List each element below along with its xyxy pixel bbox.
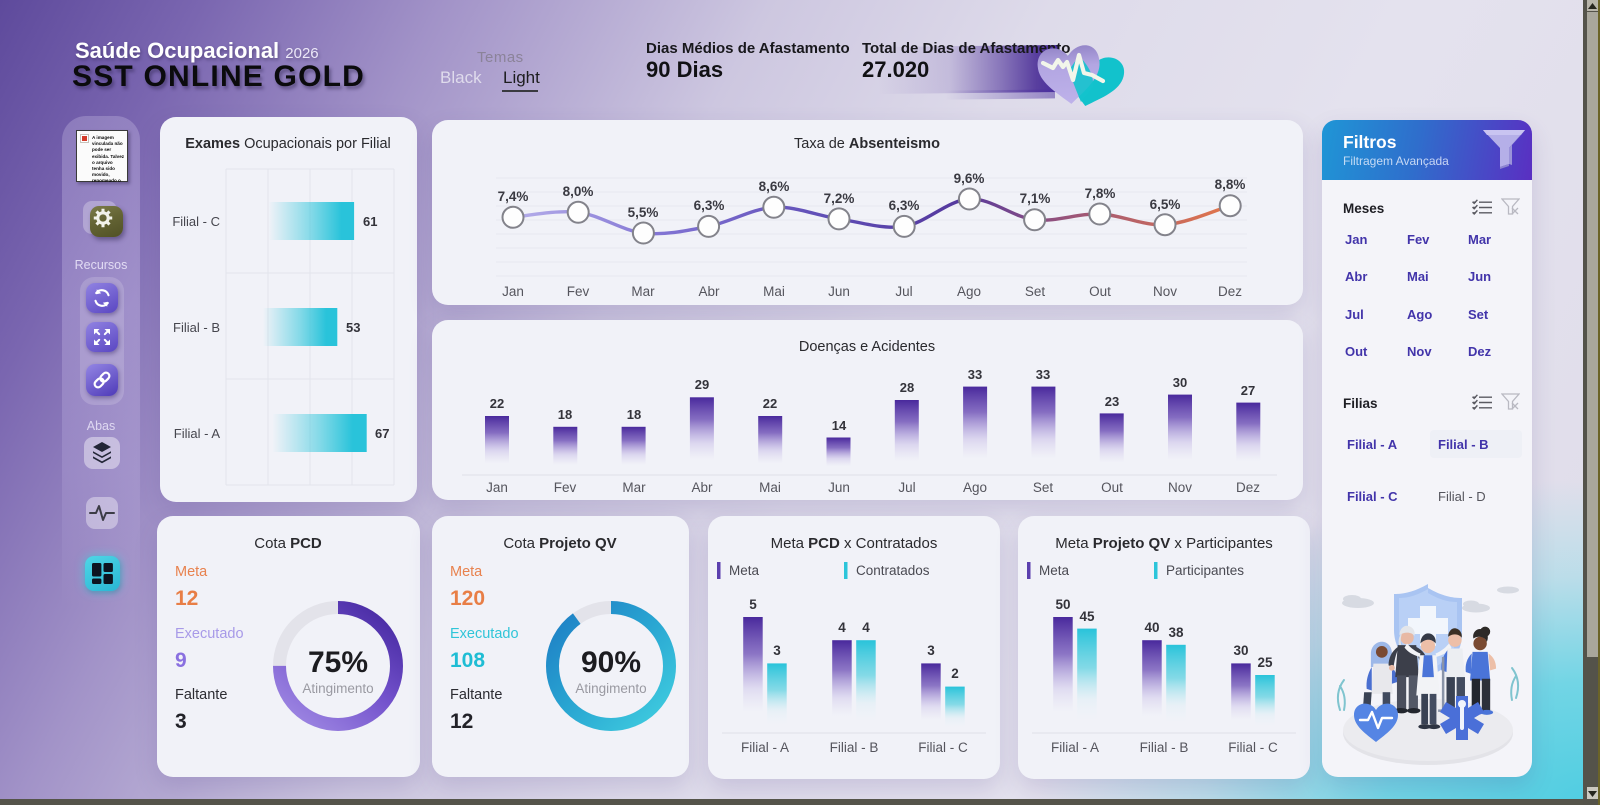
svg-text:6,3%: 6,3%	[889, 198, 920, 213]
svg-text:Out: Out	[1101, 480, 1123, 495]
svg-text:12: 12	[175, 587, 198, 610]
svg-text:Meta: Meta	[1039, 563, 1070, 578]
svg-text:Fev: Fev	[567, 284, 590, 299]
svg-text:Filial - B: Filial - B	[830, 740, 879, 755]
svg-text:Executado: Executado	[450, 626, 519, 642]
svg-text:Abr: Abr	[698, 284, 720, 299]
svg-text:23: 23	[1105, 394, 1119, 409]
svg-text:Mai: Mai	[759, 480, 781, 495]
svg-text:Dez: Dez	[1236, 480, 1260, 495]
svg-text:Filial - C: Filial - C	[918, 740, 968, 755]
svg-text:Filial - C: Filial - C	[172, 214, 220, 229]
svg-text:Nov: Nov	[1168, 480, 1192, 495]
svg-text:Atingimento: Atingimento	[302, 681, 373, 696]
svg-text:18: 18	[627, 407, 641, 422]
svg-text:Meta Projeto QV x Participante: Meta Projeto QV x Participantes	[1055, 535, 1273, 552]
svg-text:53: 53	[346, 320, 360, 335]
svg-text:Set: Set	[1025, 284, 1046, 299]
svg-text:Filial - A: Filial - A	[741, 740, 789, 755]
svg-text:Faltante: Faltante	[175, 687, 227, 703]
svg-text:8,8%: 8,8%	[1215, 177, 1246, 192]
svg-text:Participantes: Participantes	[1166, 563, 1244, 578]
svg-text:67: 67	[375, 426, 389, 441]
svg-text:61: 61	[363, 214, 377, 229]
svg-text:Filial - B: Filial - B	[1140, 740, 1189, 755]
svg-text:120: 120	[450, 587, 485, 610]
svg-text:28: 28	[900, 380, 914, 395]
svg-text:Dez: Dez	[1218, 284, 1242, 299]
svg-text:27: 27	[1241, 383, 1255, 398]
svg-text:3: 3	[175, 710, 187, 733]
svg-text:7,8%: 7,8%	[1085, 186, 1116, 201]
svg-text:Meta: Meta	[729, 563, 760, 578]
svg-text:5,5%: 5,5%	[628, 205, 659, 220]
svg-text:30: 30	[1233, 643, 1248, 658]
svg-text:Ago: Ago	[957, 284, 981, 299]
svg-text:Jul: Jul	[898, 480, 915, 495]
svg-text:Ago: Ago	[963, 480, 987, 495]
svg-text:Jan: Jan	[486, 480, 508, 495]
svg-text:Meta: Meta	[175, 564, 208, 580]
svg-text:Nov: Nov	[1153, 284, 1177, 299]
svg-text:Fev: Fev	[554, 480, 577, 495]
svg-text:4: 4	[838, 620, 846, 635]
svg-text:7,1%: 7,1%	[1020, 191, 1051, 206]
svg-text:5: 5	[749, 597, 757, 612]
svg-text:Jun: Jun	[828, 480, 850, 495]
svg-text:Mar: Mar	[631, 284, 655, 299]
svg-text:3: 3	[773, 643, 781, 658]
svg-text:Cota Projeto QV: Cota Projeto QV	[503, 535, 616, 552]
svg-text:6,3%: 6,3%	[694, 198, 725, 213]
svg-text:Exames Ocupacionais por Filial: Exames Ocupacionais por Filial	[185, 136, 391, 152]
svg-text:7,4%: 7,4%	[498, 189, 529, 204]
svg-text:25: 25	[1257, 655, 1273, 670]
svg-text:Out: Out	[1089, 284, 1111, 299]
svg-text:2: 2	[951, 666, 959, 681]
svg-text:14: 14	[832, 418, 847, 433]
svg-text:Jul: Jul	[895, 284, 912, 299]
svg-text:Cota PCD: Cota PCD	[254, 535, 322, 552]
svg-text:33: 33	[968, 367, 982, 382]
svg-text:Jan: Jan	[502, 284, 524, 299]
svg-text:4: 4	[862, 620, 870, 635]
svg-text:45: 45	[1079, 609, 1095, 624]
svg-text:3: 3	[927, 643, 935, 658]
svg-text:Filial - C: Filial - C	[1228, 740, 1278, 755]
svg-text:8,0%: 8,0%	[563, 184, 594, 199]
svg-text:9,6%: 9,6%	[954, 171, 985, 186]
svg-text:Filial - B: Filial - B	[173, 320, 220, 335]
svg-text:75%: 75%	[308, 646, 368, 679]
svg-text:Doenças e Acidentes: Doenças e Acidentes	[799, 339, 935, 355]
svg-text:22: 22	[763, 396, 777, 411]
svg-text:108: 108	[450, 649, 485, 672]
svg-text:38: 38	[1168, 625, 1184, 640]
svg-text:Executado: Executado	[175, 626, 244, 642]
svg-text:Faltante: Faltante	[450, 687, 502, 703]
svg-text:Filial - A: Filial - A	[1051, 740, 1099, 755]
svg-text:9: 9	[175, 649, 187, 672]
svg-text:Set: Set	[1033, 480, 1054, 495]
svg-text:40: 40	[1144, 620, 1159, 635]
svg-text:Atingimento: Atingimento	[575, 681, 646, 696]
svg-text:Meta PCD x Contratados: Meta PCD x Contratados	[771, 535, 938, 552]
svg-text:Contratados: Contratados	[856, 563, 930, 578]
svg-text:Abr: Abr	[691, 480, 713, 495]
svg-text:Mai: Mai	[763, 284, 785, 299]
svg-text:12: 12	[450, 710, 473, 733]
svg-text:7,2%: 7,2%	[824, 191, 855, 206]
svg-text:18: 18	[558, 407, 572, 422]
svg-text:Taxa de Absenteismo: Taxa de Absenteismo	[794, 136, 940, 152]
svg-text:29: 29	[695, 377, 709, 392]
svg-text:Filial - A: Filial - A	[174, 426, 221, 441]
svg-text:90%: 90%	[581, 646, 641, 679]
svg-text:6,5%: 6,5%	[1150, 197, 1181, 212]
svg-text:50: 50	[1055, 597, 1070, 612]
svg-text:30: 30	[1173, 375, 1187, 390]
svg-text:Jun: Jun	[828, 284, 850, 299]
svg-text:8,6%: 8,6%	[759, 179, 790, 194]
svg-text:33: 33	[1036, 367, 1050, 382]
svg-text:Meta: Meta	[450, 564, 483, 580]
svg-text:22: 22	[490, 396, 504, 411]
svg-text:Mar: Mar	[622, 480, 646, 495]
